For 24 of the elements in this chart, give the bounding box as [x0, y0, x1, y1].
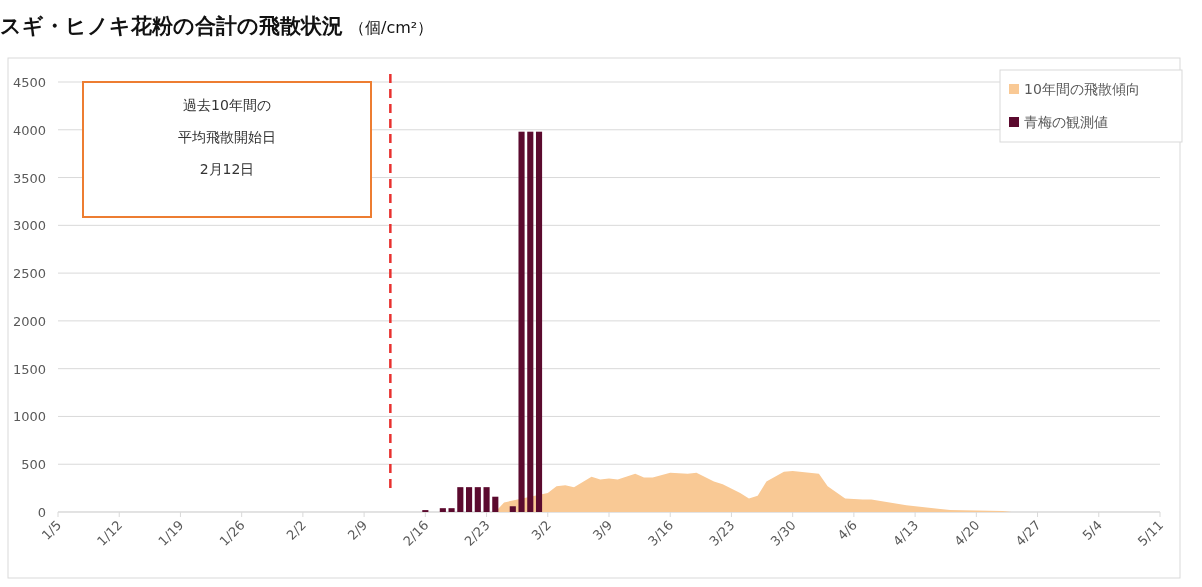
- chart-subtitle: （個/cm²）: [349, 18, 434, 37]
- x-tick-label: 4/6: [834, 517, 861, 543]
- annotation: 2月12日: [199, 161, 255, 177]
- legend-label: 10年間の飛散傾向: [1024, 81, 1140, 97]
- x-tick-label: 5/4: [1079, 517, 1105, 543]
- y-tick-label: 1000: [12, 409, 46, 425]
- y-tick-label: 2000: [12, 313, 46, 329]
- y-tick-label: 4000: [12, 122, 46, 138]
- x-tick-label: 2/9: [344, 517, 371, 543]
- y-tick-label: 1500: [12, 361, 46, 377]
- annotation: 平均飛散開始日: [178, 129, 276, 145]
- annotation: 過去10年間の: [183, 97, 271, 113]
- y-tick-label: 2500: [12, 266, 46, 282]
- chart-title: スギ・ヒノキ花粉の合計の飛散状況: [0, 14, 343, 38]
- x-tick-label: 3/2: [528, 517, 554, 543]
- y-tick-label: 4500: [12, 75, 46, 90]
- y-tick-label: 500: [21, 457, 46, 473]
- x-tick-label: 1/5: [38, 517, 65, 543]
- x-tick-label: 2/2: [283, 517, 310, 543]
- legend-label: 青梅の観測値: [1024, 114, 1108, 130]
- y-tick-label: 3500: [12, 170, 46, 186]
- y-tick-label: 3000: [12, 218, 46, 234]
- x-tick-label: 3/9: [589, 517, 616, 543]
- y-tick-label: 0: [37, 505, 46, 520]
